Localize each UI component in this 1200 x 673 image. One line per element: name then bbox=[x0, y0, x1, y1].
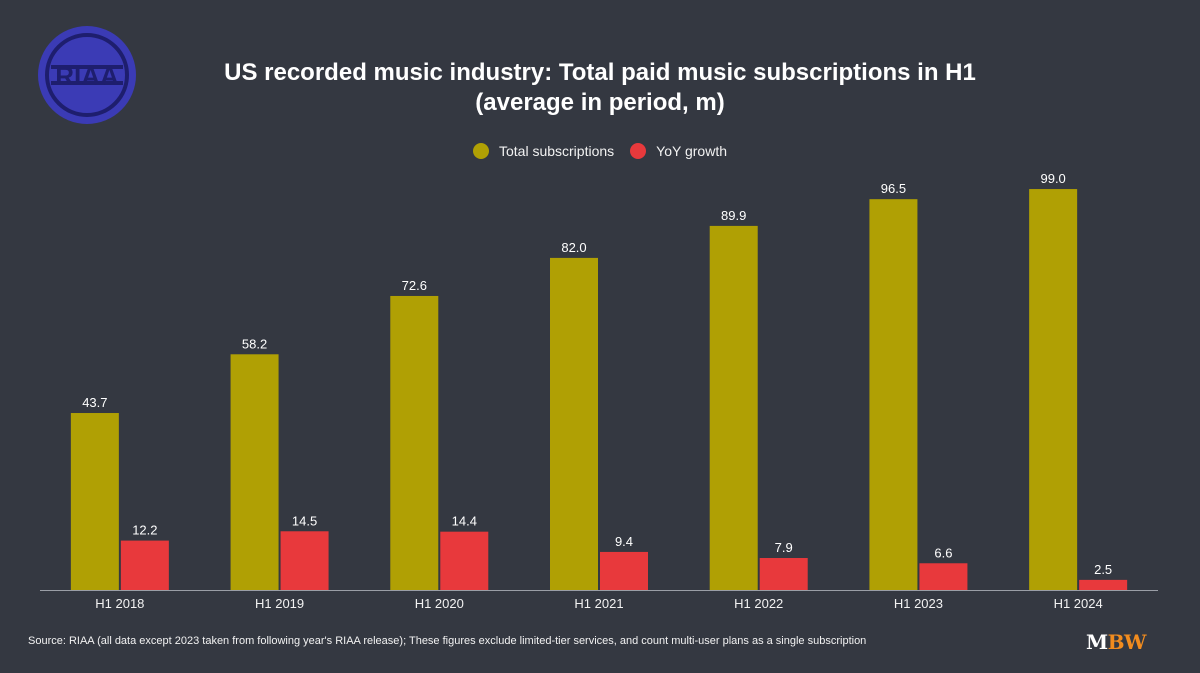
brand-bw: BW bbox=[1107, 630, 1147, 654]
bar-growth-5 bbox=[919, 563, 968, 590]
bar-growth-2 bbox=[440, 531, 489, 590]
legend-dot-total-icon bbox=[472, 143, 489, 159]
data-label-growth-2: 14.4 bbox=[452, 514, 477, 529]
bar-growth-0 bbox=[120, 540, 169, 590]
data-label-total-1: 58.2 bbox=[242, 336, 267, 351]
x-tick-label-2: H1 2020 bbox=[415, 596, 464, 611]
bar-total-4 bbox=[709, 225, 758, 590]
bar-total-0 bbox=[70, 413, 119, 590]
legend-label-total: Total subscriptions bbox=[498, 143, 615, 159]
bar-growth-3 bbox=[600, 551, 648, 590]
bar-growth-4 bbox=[759, 558, 808, 590]
data-label-growth-0: 12.2 bbox=[132, 523, 157, 538]
bar-total-2 bbox=[390, 295, 439, 590]
data-label-growth-4: 7.9 bbox=[775, 540, 793, 555]
x-tick-label-0: H1 2018 bbox=[95, 596, 144, 611]
bar-total-3 bbox=[550, 257, 598, 590]
bar-growth-1 bbox=[280, 531, 329, 590]
legend: Total subscriptions YoY growth bbox=[0, 143, 1200, 159]
data-label-total-4: 89.9 bbox=[721, 208, 746, 223]
data-label-total-2: 72.6 bbox=[402, 278, 427, 293]
data-label-growth-3: 9.4 bbox=[615, 534, 633, 549]
riaa-logo-text: RIAA bbox=[55, 61, 119, 91]
x-tick-label-4: H1 2022 bbox=[734, 596, 783, 611]
chart-title-line2: (average in period, m) bbox=[475, 89, 725, 116]
chart-title-line1: US recorded music industry: Total paid m… bbox=[224, 59, 976, 86]
brand-m: M bbox=[1085, 630, 1108, 654]
data-label-total-6: 99.0 bbox=[1040, 171, 1065, 186]
data-label-growth-5: 6.6 bbox=[934, 545, 952, 560]
x-tick-label-6: H1 2024 bbox=[1054, 596, 1103, 611]
data-label-total-3: 82.0 bbox=[561, 240, 586, 255]
riaa-logo: RIAA bbox=[38, 26, 136, 124]
legend-dot-growth-icon bbox=[630, 143, 647, 159]
mbw-brand-logo: MBW bbox=[1085, 630, 1147, 654]
legend-label-growth: YoY growth bbox=[656, 143, 727, 159]
legend-item-growth[interactable]: YoY growth bbox=[630, 143, 727, 159]
x-tick-label-3: H1 2021 bbox=[574, 596, 623, 611]
chart-title: US recorded music industry: Total paid m… bbox=[150, 58, 1050, 118]
data-label-growth-1: 14.5 bbox=[292, 513, 317, 528]
bar-total-6 bbox=[1029, 189, 1078, 591]
data-label-total-0: 43.7 bbox=[82, 395, 107, 410]
x-tick-label-1: H1 2019 bbox=[255, 596, 304, 611]
data-label-growth-6: 2.5 bbox=[1094, 562, 1112, 577]
bar-total-1 bbox=[230, 354, 279, 590]
bar-total-5 bbox=[869, 199, 918, 591]
x-tick-label-5: H1 2023 bbox=[894, 596, 943, 611]
legend-item-total[interactable]: Total subscriptions bbox=[472, 143, 615, 159]
bar-growth-6 bbox=[1079, 579, 1128, 590]
source-note: Source: RIAA (all data except 2023 taken… bbox=[28, 635, 867, 647]
data-label-total-5: 96.5 bbox=[881, 181, 906, 196]
